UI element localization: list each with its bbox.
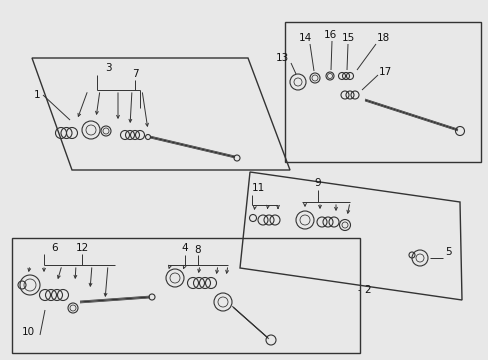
Text: 14: 14 [298,33,311,43]
Text: 1: 1 [34,90,40,100]
Text: 18: 18 [376,33,389,43]
Bar [12,238,359,353]
Text: 5: 5 [444,247,450,257]
Text: 11: 11 [251,183,264,193]
Bar [285,22,480,162]
Text: 4: 4 [182,243,188,253]
Text: 13: 13 [275,53,288,63]
Text: 3: 3 [104,63,111,73]
Text: 8: 8 [194,245,201,255]
Text: 15: 15 [341,33,354,43]
Text: 9: 9 [314,178,321,188]
Text: 17: 17 [378,67,391,77]
Text: 2: 2 [364,285,370,295]
Text: 12: 12 [75,243,88,253]
Text: 7: 7 [131,69,138,79]
Text: 16: 16 [323,30,336,40]
Text: 10: 10 [21,327,35,337]
Text: 6: 6 [52,243,58,253]
